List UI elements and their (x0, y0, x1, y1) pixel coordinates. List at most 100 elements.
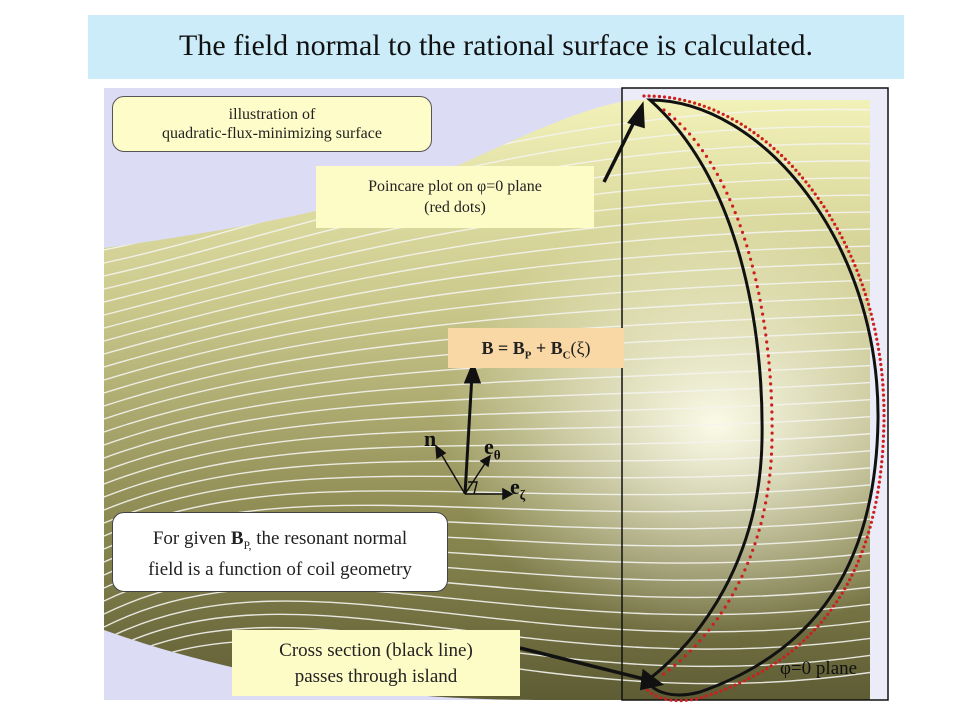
poincare-dot (878, 357, 882, 361)
poincare-dot (667, 112, 672, 116)
poincare-dot (673, 117, 677, 121)
field-line (104, 398, 870, 472)
poincare-dot (757, 291, 761, 295)
b-eq-mid: + B (531, 338, 563, 358)
poincare-dot (742, 679, 747, 683)
poincare-dot (667, 668, 671, 672)
poincare-dot (770, 424, 774, 428)
poincare-dot (881, 444, 885, 448)
poincare-dot (798, 642, 802, 646)
poincare-dot (760, 137, 764, 141)
poincare-dot (877, 485, 881, 489)
poincare-dot (712, 108, 716, 112)
field-line (104, 586, 870, 628)
poincare-dot (829, 608, 833, 612)
poincare-dot (709, 692, 713, 697)
poincare-dot (882, 419, 886, 423)
poincare-dot (776, 150, 780, 154)
poincare-dot (794, 646, 798, 650)
poincare-dot (702, 633, 707, 638)
poincare-dot (881, 449, 885, 454)
poincare-dot (704, 694, 708, 698)
poincare-dot (721, 112, 725, 116)
poincare-dot (711, 622, 715, 627)
right-angle-mark (468, 481, 478, 495)
poincare-dot (773, 661, 778, 665)
b-eq-tail: (ξ) (570, 338, 591, 358)
poincare-dot (743, 568, 747, 572)
poincare-arrow (602, 117, 638, 183)
poincare-dot (805, 635, 809, 639)
poincare-dot (769, 382, 773, 386)
poincare-dot (740, 574, 744, 578)
poincare-dot (863, 292, 868, 297)
poincare-dot (747, 676, 751, 681)
poincare-dot (707, 106, 711, 110)
poincare-dot (880, 455, 884, 459)
poincare-dot (838, 231, 842, 235)
poincare-dot (750, 264, 755, 268)
poincare-dot (876, 490, 880, 494)
field-line (104, 330, 870, 420)
poincare-dot (873, 327, 877, 331)
poincare-dot (700, 149, 705, 153)
resonant-rest: the resonant normal (251, 528, 408, 549)
poincare-dot (855, 268, 859, 272)
poincare-dot (765, 340, 769, 344)
poincare-dot (879, 470, 883, 474)
poincare-dot (845, 245, 849, 249)
poincare-dot (881, 439, 885, 443)
poincare-dot (751, 548, 755, 552)
poincare-dot (877, 347, 881, 351)
resonant-label-line1: For given BP, the resonant normal (113, 527, 447, 558)
poincare-dot (762, 319, 766, 323)
poincare-dot (669, 698, 673, 702)
poincare-dot (662, 672, 666, 676)
poincare-dot (684, 698, 688, 702)
poincare-dot (707, 628, 711, 632)
poincare-dot (752, 271, 756, 275)
poincare-dot (842, 240, 847, 244)
poincare-dot (767, 480, 771, 484)
b-eq-main: B = B (481, 338, 525, 358)
resonant-sub: P, (243, 539, 252, 552)
poincare-dot (812, 628, 817, 632)
poincare-dot (862, 545, 866, 549)
b-eq-sub-c: C (562, 349, 571, 362)
poincare-dot (763, 326, 767, 330)
field-line (104, 600, 870, 641)
poincare-dot (770, 438, 774, 442)
etheta-base: e (484, 434, 494, 459)
ezeta-base: e (510, 474, 520, 499)
poincare-dot (736, 217, 740, 221)
poincare-dot (770, 445, 774, 449)
poincare-dot (726, 115, 730, 119)
poincare-dot (769, 396, 774, 400)
poincare-dot (767, 361, 771, 365)
field-line (104, 245, 870, 355)
poincare-dot (768, 143, 772, 147)
resonant-label-line2: field is a function of coil geometry (148, 558, 412, 580)
field-line (104, 613, 870, 654)
poincare-dot (745, 244, 749, 248)
poincare-dot (874, 500, 878, 504)
poincare-dot (847, 249, 851, 254)
poincare-dot (733, 211, 737, 215)
poincare-dot (802, 639, 806, 643)
poincare-dot (696, 143, 701, 147)
poincare-dot (833, 222, 837, 226)
poincare-dot (679, 699, 683, 703)
poincare-dot (862, 288, 866, 292)
poincare-dot (881, 383, 885, 387)
poincare-dot (697, 103, 702, 107)
poincare-dot (748, 555, 752, 559)
poincare-dot (868, 307, 872, 311)
ezeta-arrowhead (502, 487, 514, 501)
poincare-dot (866, 302, 871, 306)
poincare-dot (860, 550, 864, 554)
n-arrowhead (435, 444, 447, 460)
poincare-dot (730, 117, 734, 121)
poincare-dot (723, 605, 727, 609)
poincare-dot (693, 101, 697, 105)
poincare-dot (769, 459, 773, 463)
